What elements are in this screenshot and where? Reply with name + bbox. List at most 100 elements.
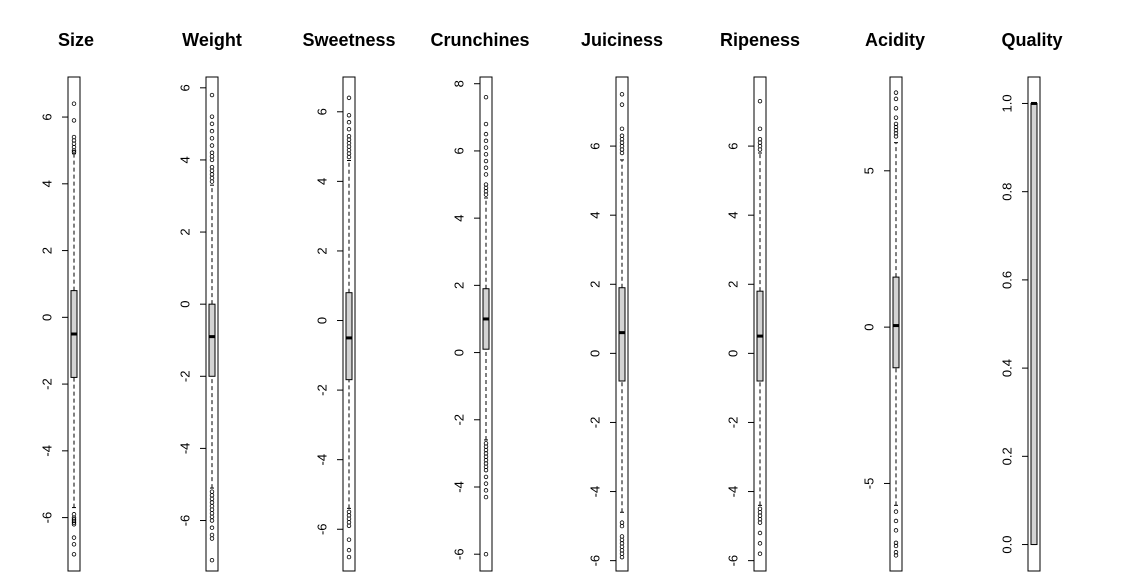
size-plot-frame: [67, 76, 81, 572]
sweetness-outlier-point: [346, 513, 352, 518]
crunchines-outlier-point: [483, 474, 489, 480]
juiciness-plot-frame: [615, 76, 629, 572]
acidity-plot-frame: [889, 76, 903, 572]
juiciness-panel-title: Juiciness: [581, 30, 663, 50]
quality-tick-label: 0.6: [999, 271, 1014, 289]
sweetness-outlier-point: [346, 537, 352, 542]
sweetness-outlier-point: [346, 137, 352, 142]
size-outlier-point: [71, 134, 77, 140]
acidity-outlier-point: [893, 553, 899, 558]
weight-tick-label: 4: [177, 156, 192, 163]
crunchines-outlier-point: [483, 494, 489, 500]
quality-tick-label: 1.0: [999, 94, 1014, 112]
acidity-tick-label: 0: [861, 324, 876, 331]
acidity-outlier-point: [893, 115, 899, 120]
juiciness-outlier-point: [619, 126, 625, 132]
size-outlier-point: [71, 520, 77, 525]
sweetness-outlier-point: [346, 516, 352, 522]
crunchines-tick-label: 8: [451, 80, 466, 87]
juiciness-outlier-point: [619, 133, 625, 138]
weight-outlier-point: [209, 128, 215, 134]
size-panel-title: Size: [58, 30, 94, 50]
weight-outlier-point: [209, 525, 215, 530]
crunchines-outlier-point: [483, 467, 489, 473]
sweetness-outlier-point: [346, 509, 352, 515]
sweetness-tick-label: 6: [314, 108, 329, 115]
ripeness-panel-title: Ripeness: [720, 30, 800, 50]
quality-tick-label: 0.4: [999, 359, 1014, 377]
size-outlier-point: [71, 542, 77, 547]
weight-outlier-point: [209, 557, 215, 563]
juiciness-tick-label: -6: [587, 555, 602, 567]
quality-panel-title: Quality: [1001, 30, 1062, 50]
weight-outlier-point: [209, 518, 215, 523]
juiciness-outlier-point: [619, 92, 625, 97]
juiciness-tick-label: 2: [587, 281, 602, 288]
juiciness-outlier-point: [619, 523, 625, 529]
quality-tick-label: 0.2: [999, 447, 1014, 465]
weight-tick-label: 6: [177, 84, 192, 91]
ripeness-tick-label: 2: [725, 281, 740, 288]
size-tick-label: -6: [39, 512, 54, 524]
ripeness-outlier-point: [757, 136, 763, 142]
sweetness-outlier-point: [346, 120, 352, 125]
size-outlier-point: [71, 149, 77, 155]
sweetness-outlier-point: [346, 140, 352, 146]
crunchines-outlier-point: [483, 94, 489, 100]
sweetness-outlier-point: [346, 133, 352, 139]
acidity-outlier-point: [893, 543, 899, 549]
size-tick-label: 0: [39, 314, 54, 321]
acidity-panel-title: Acidity: [865, 30, 925, 50]
crunchines-outlier-point: [483, 158, 489, 164]
size-outlier-point: [71, 118, 77, 123]
juiciness-tick-label: -2: [587, 417, 602, 429]
acidity-outlier-point: [893, 550, 899, 555]
crunchines-tick-label: 6: [451, 147, 466, 154]
weight-panel-title: Weight: [182, 30, 242, 50]
acidity-outlier-point: [893, 121, 899, 127]
acidity-outlier-point: [893, 518, 899, 524]
weight-tick-label: -4: [177, 443, 192, 455]
ripeness-tick-label: 4: [725, 212, 740, 219]
size-tick-label: 2: [39, 247, 54, 254]
juiciness-tick-label: 6: [587, 142, 602, 149]
weight-tick-label: 2: [177, 228, 192, 235]
crunchines-outlier-point: [483, 152, 489, 157]
sweetness-box: [345, 292, 353, 381]
weight-outlier-point: [209, 511, 215, 516]
acidity-outlier-point: [893, 106, 899, 111]
sweetness-plot-frame: [342, 76, 356, 572]
size-tick-label: 6: [39, 113, 54, 120]
acidity-tick-label: -5: [861, 478, 876, 490]
size-outlier-point: [71, 552, 77, 557]
weight-outlier-point: [209, 168, 215, 173]
juiciness-outlier-point: [619, 102, 625, 107]
weight-outlier-point: [209, 157, 215, 163]
ripeness-plot-frame: [753, 76, 767, 572]
acidity-outlier-point: [893, 127, 899, 133]
weight-outlier-point: [209, 496, 215, 502]
ripeness-tick-label: -4: [725, 486, 740, 498]
crunchines-outlier-point: [483, 488, 489, 493]
crunchines-tick-label: -2: [451, 414, 466, 426]
acidity-outlier-point: [893, 528, 899, 533]
weight-outlier-point: [209, 500, 215, 505]
acidity-outlier-point: [893, 90, 899, 95]
size-outlier-point: [71, 522, 77, 527]
acidity-outlier-point: [893, 124, 899, 130]
quality-plot-frame: [1027, 76, 1041, 572]
sweetness-outlier-point: [346, 126, 352, 132]
acidity-outlier-point: [893, 134, 899, 139]
crunchines-outlier-point: [483, 551, 489, 557]
sweetness-tick-label: 0: [314, 317, 329, 324]
acidity-tick-label: 5: [861, 167, 876, 174]
weight-outlier-point: [209, 503, 215, 509]
ripeness-outlier-point: [757, 530, 763, 536]
ripeness-tick-label: -2: [725, 417, 740, 429]
acidity-box: [892, 276, 900, 369]
sweetness-outlier-point: [346, 154, 352, 160]
sweetness-outlier-point: [346, 520, 352, 525]
weight-tick-label: -6: [177, 515, 192, 527]
quality-tick-label: 0.8: [999, 183, 1014, 201]
weight-outlier-point: [209, 536, 215, 541]
